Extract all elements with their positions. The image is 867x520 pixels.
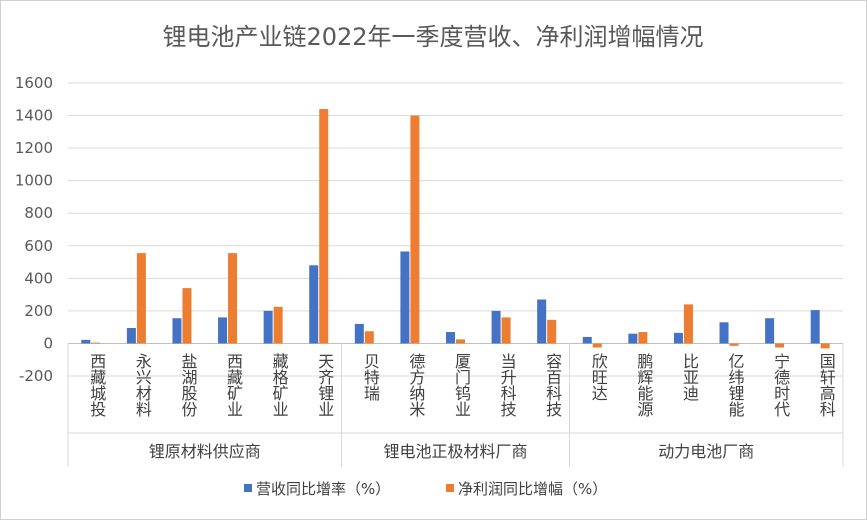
y-tick-label: 400 <box>24 269 53 287</box>
category-label: 永兴材料 <box>133 353 152 417</box>
bar-revenue <box>218 317 228 344</box>
legend-label: 营收同比增率（%） <box>256 480 390 498</box>
bar-revenue <box>400 251 410 344</box>
bar-revenue <box>491 310 501 344</box>
category-label: 欣旺达 <box>589 353 608 401</box>
bar-net-profit <box>729 343 739 346</box>
group-label: 锂原材料供应商 <box>149 442 261 461</box>
category-label: 厦门钨业 <box>452 353 471 417</box>
bar-net-profit <box>136 253 146 344</box>
category-label: 比亚迪 <box>680 353 699 402</box>
y-tick-label: 600 <box>24 237 53 255</box>
bar-net-profit <box>364 331 374 344</box>
category-label: 西藏矿业 <box>224 353 243 417</box>
legend: 营收同比增率（%） 净利润同比增幅（%） <box>244 480 607 498</box>
bar-net-profit <box>683 304 693 344</box>
chart-title: 锂电池产业链2022年一季度营收、净利润增幅情况 <box>162 23 703 51</box>
category-label: 鹏辉能源 <box>634 353 653 418</box>
bar-revenue <box>309 265 319 344</box>
group-labels: 锂原材料供应商 锂电池正极材料厂商 动力电池厂商 <box>67 343 844 467</box>
y-tick-label: 1400 <box>15 107 53 125</box>
bar-net-profit <box>501 317 511 344</box>
category-label: 当升科技 <box>498 353 517 418</box>
bar-net-profit <box>410 115 420 344</box>
bar-revenue <box>263 310 273 344</box>
bar-net-profit <box>91 342 101 344</box>
legend-swatch <box>244 484 252 492</box>
group-label: 动力电池厂商 <box>658 442 754 461</box>
category-label: 天齐锂业 <box>315 353 334 417</box>
bar-net-profit <box>456 339 465 344</box>
y-tick-label: -200 <box>19 367 53 385</box>
bar-net-profit <box>775 343 785 348</box>
bar-revenue <box>810 310 820 344</box>
bar-revenue <box>765 318 775 344</box>
bar-revenue <box>446 332 455 344</box>
legend-label: 净利润同比增幅（%） <box>458 480 607 498</box>
category-labels: 西藏城投 永兴材料 盐湖股份 西藏矿业 藏格矿业 天齐锂业 贝特瑞 德方纳米 厦门钨业 当升科技 容… <box>87 353 835 418</box>
bar-net-profit <box>547 319 557 344</box>
y-tick-label: 200 <box>24 302 53 320</box>
bar-revenue <box>719 322 729 344</box>
category-label: 亿纬锂能 <box>726 353 745 418</box>
category-label: 德方纳米 <box>406 353 425 417</box>
bar-net-profit <box>592 343 602 348</box>
bars <box>81 109 830 349</box>
bar-revenue <box>354 323 364 344</box>
bar-revenue <box>126 327 136 344</box>
bar-net-profit <box>273 306 283 344</box>
category-label: 盐湖股份 <box>178 353 197 418</box>
category-label: 贝特瑞 <box>361 353 380 401</box>
bar-revenue <box>582 336 592 344</box>
y-tick-label: 1200 <box>15 139 53 157</box>
bar-net-profit <box>182 288 192 344</box>
category-label: 国轩高科 <box>817 353 836 417</box>
category-label: 藏格矿业 <box>270 353 289 417</box>
bar-revenue <box>673 332 683 344</box>
bar-net-profit <box>319 109 329 344</box>
bar-revenue <box>172 318 182 344</box>
legend-swatch <box>446 484 454 492</box>
bar-revenue <box>537 299 547 344</box>
y-tick-label: 800 <box>24 204 53 222</box>
bar-net-profit <box>820 343 830 349</box>
category-label: 西藏城投 <box>87 353 106 418</box>
gridlines <box>68 82 843 377</box>
y-tick-label: 0 <box>43 334 53 352</box>
y-tick-label: 1000 <box>15 172 53 190</box>
y-tick-label: 1600 <box>15 74 53 92</box>
bar-revenue <box>628 333 638 344</box>
category-label: 容百科技 <box>543 353 562 418</box>
bar-net-profit <box>228 253 238 344</box>
y-axis-ticks: -200 0 200 400 600 800 1000 1200 1400 1600 <box>15 74 53 385</box>
bar-net-profit <box>638 332 648 344</box>
bar-revenue <box>81 339 91 344</box>
category-label: 宁德时代 <box>771 353 790 418</box>
group-label: 锂电池正极材料厂商 <box>383 442 527 461</box>
